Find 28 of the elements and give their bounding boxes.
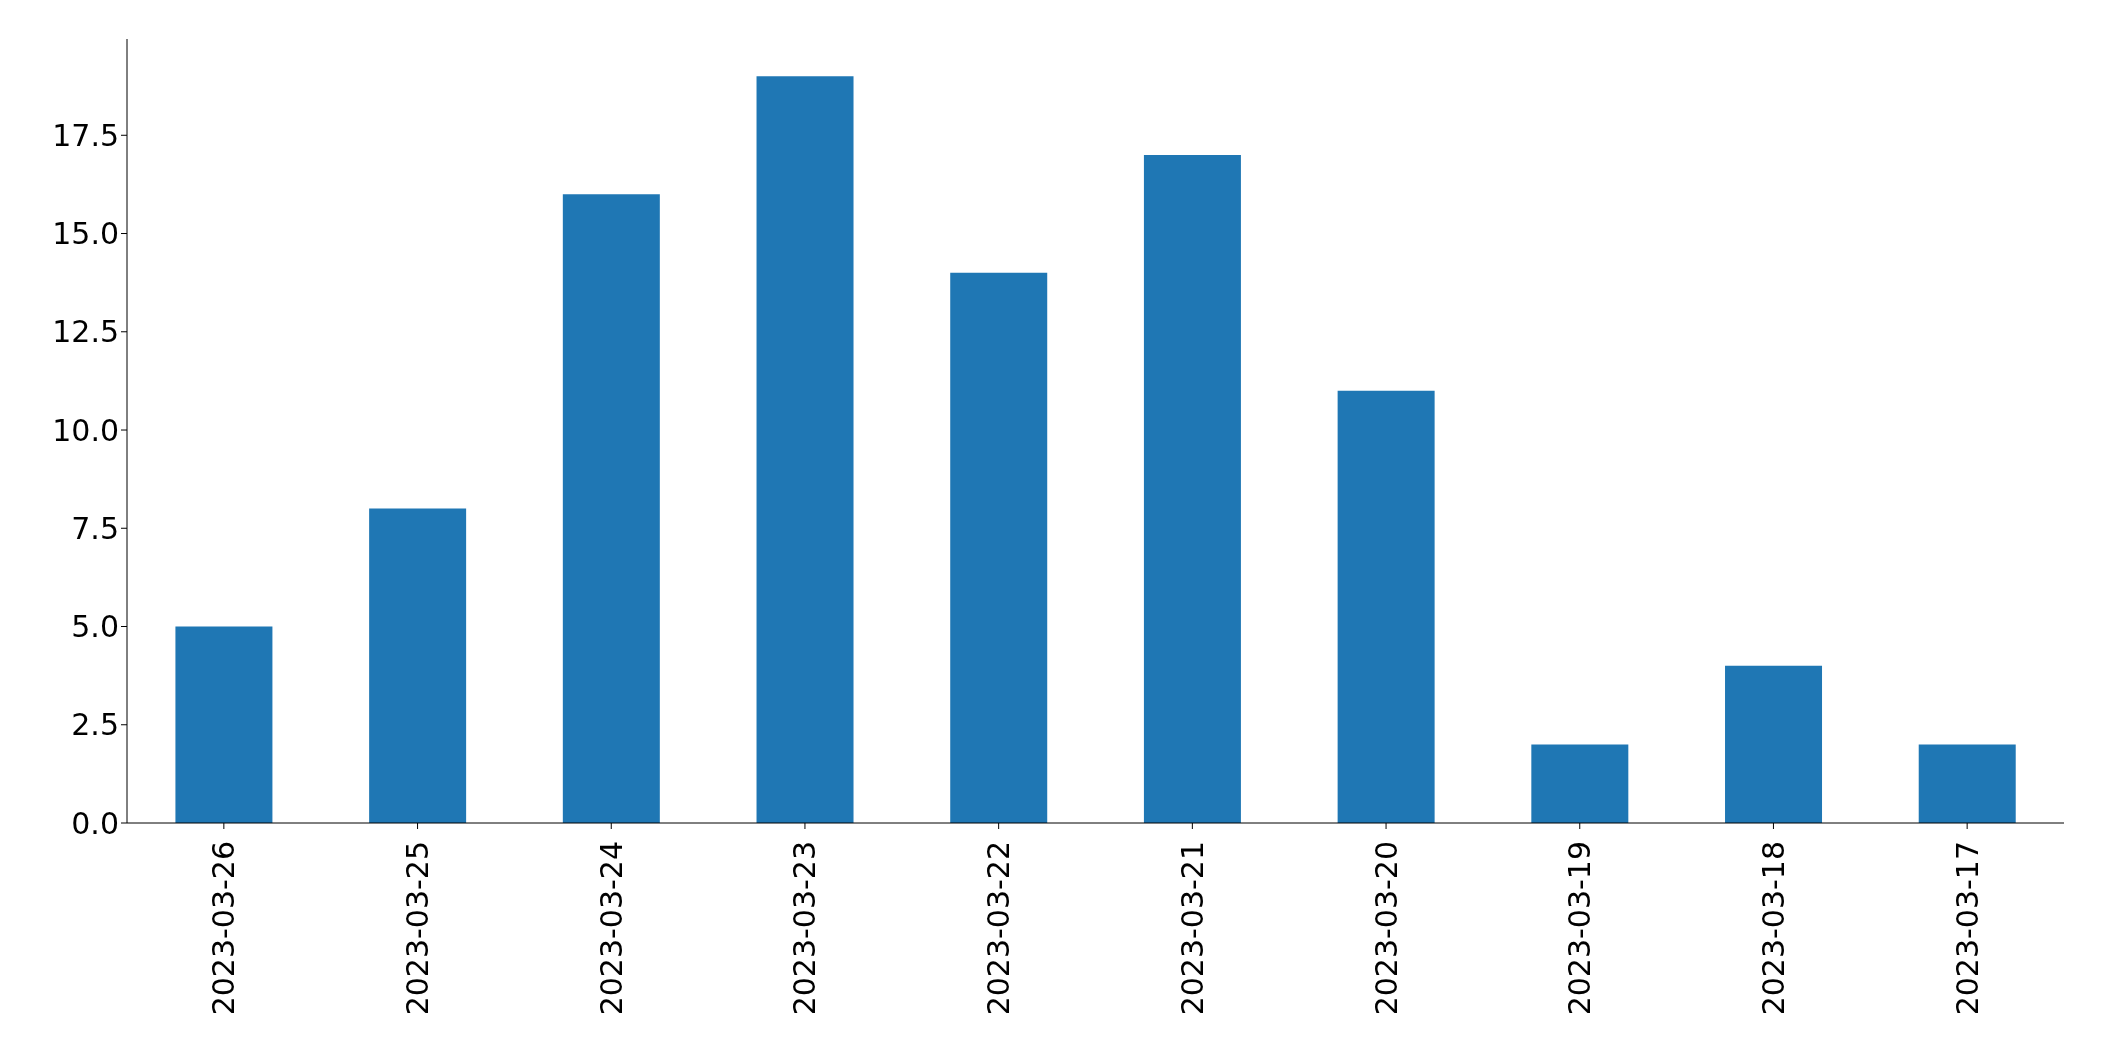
bar xyxy=(756,76,854,823)
y-tick-label: 5.0 xyxy=(71,609,119,645)
bar xyxy=(1143,154,1241,823)
bar xyxy=(950,272,1048,823)
x-tick-label: 2023-03-22 xyxy=(981,841,1017,1016)
y-tick-label: 17.5 xyxy=(52,117,119,153)
x-tick-label: 2023-03-26 xyxy=(206,841,242,1016)
y-tick-label: 7.5 xyxy=(71,510,119,546)
y-tick-label: 10.0 xyxy=(52,412,119,448)
x-tick-label: 2023-03-23 xyxy=(787,841,823,1016)
bar xyxy=(175,626,273,823)
y-tick-label: 2.5 xyxy=(71,707,119,743)
x-tick-label: 2023-03-21 xyxy=(1174,841,1210,1016)
bar xyxy=(562,194,660,823)
x-tick-label: 2023-03-20 xyxy=(1368,841,1404,1016)
y-tick-label: 15.0 xyxy=(52,216,119,252)
y-tick-label: 0.0 xyxy=(71,805,119,841)
x-tick-label: 2023-03-18 xyxy=(1755,841,1791,1016)
bar xyxy=(1337,390,1435,823)
bar xyxy=(1531,744,1629,823)
bar xyxy=(369,508,467,823)
x-tick-label: 2023-03-17 xyxy=(1949,841,1985,1016)
x-tick-label: 2023-03-25 xyxy=(400,841,436,1016)
x-tick-label: 2023-03-24 xyxy=(593,841,629,1016)
x-tick-label: 2023-03-19 xyxy=(1562,841,1598,1016)
bar xyxy=(1918,744,2016,823)
bar xyxy=(1725,665,1823,823)
y-tick-label: 12.5 xyxy=(52,314,119,350)
